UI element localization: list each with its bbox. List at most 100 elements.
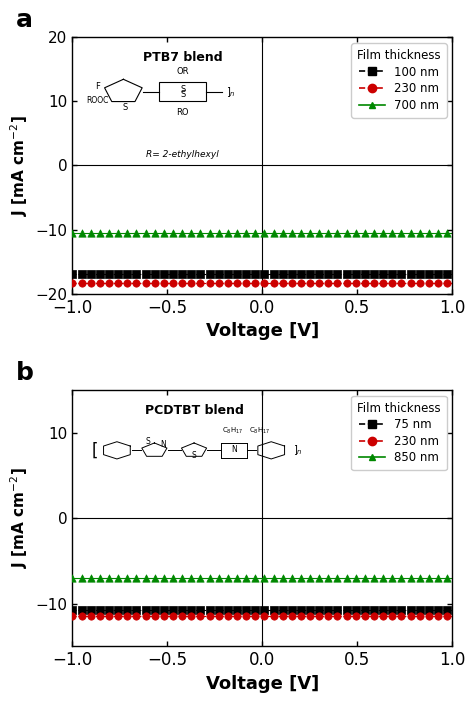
Point (114, 227, 122, 238)
Point (206, 268, 213, 280)
Point (233, 268, 241, 280)
Point (96, 572, 104, 583)
Point (443, 268, 451, 280)
Point (334, 268, 341, 280)
Point (215, 572, 222, 583)
Point (398, 611, 405, 622)
Point (288, 268, 296, 280)
Point (270, 277, 277, 288)
Point (160, 268, 168, 280)
Point (169, 605, 177, 616)
Point (279, 277, 286, 288)
Point (443, 227, 451, 238)
Point (370, 605, 378, 616)
Point (160, 611, 168, 622)
Point (379, 605, 387, 616)
Point (142, 277, 149, 288)
Point (407, 611, 414, 622)
Point (215, 227, 222, 238)
Point (370, 268, 378, 280)
Point (96, 611, 104, 622)
Point (142, 227, 149, 238)
Point (325, 611, 332, 622)
Point (434, 611, 442, 622)
Point (96, 605, 104, 616)
Point (279, 611, 286, 622)
Point (352, 268, 360, 280)
Point (416, 227, 424, 238)
Point (133, 605, 140, 616)
Point (87, 572, 94, 583)
Point (416, 268, 424, 280)
Point (160, 572, 168, 583)
Point (288, 277, 296, 288)
Point (251, 605, 259, 616)
Point (178, 605, 186, 616)
Point (187, 605, 195, 616)
Point (325, 268, 332, 280)
Point (315, 572, 323, 583)
Point (197, 268, 204, 280)
Point (206, 611, 213, 622)
Point (178, 227, 186, 238)
Point (361, 572, 369, 583)
Point (169, 572, 177, 583)
Point (178, 268, 186, 280)
Point (434, 277, 442, 288)
Point (297, 227, 305, 238)
Point (133, 227, 140, 238)
Point (389, 572, 396, 583)
Point (325, 227, 332, 238)
Point (69, 572, 76, 583)
Point (178, 277, 186, 288)
Point (142, 605, 149, 616)
Point (114, 277, 122, 288)
Point (425, 277, 433, 288)
Point (334, 611, 341, 622)
Point (133, 572, 140, 583)
Point (416, 611, 424, 622)
Point (242, 572, 250, 583)
Point (270, 605, 277, 616)
Point (187, 268, 195, 280)
Point (343, 277, 350, 288)
Point (160, 277, 168, 288)
Point (187, 572, 195, 583)
Point (434, 572, 442, 583)
Point (105, 277, 113, 288)
Point (114, 605, 122, 616)
Point (270, 572, 277, 583)
X-axis label: Voltage [V]: Voltage [V] (206, 674, 319, 693)
Point (197, 277, 204, 288)
Point (443, 277, 451, 288)
Point (306, 268, 314, 280)
Point (224, 572, 232, 583)
Point (242, 611, 250, 622)
Point (124, 227, 131, 238)
Point (78, 611, 85, 622)
Point (87, 611, 94, 622)
Point (389, 227, 396, 238)
Point (370, 572, 378, 583)
Point (315, 605, 323, 616)
Point (105, 572, 113, 583)
Point (352, 572, 360, 583)
Point (251, 277, 259, 288)
Point (261, 572, 268, 583)
Point (151, 227, 158, 238)
Point (389, 611, 396, 622)
Point (114, 268, 122, 280)
Point (251, 611, 259, 622)
Point (443, 572, 451, 583)
Point (306, 277, 314, 288)
Point (215, 605, 222, 616)
Point (443, 605, 451, 616)
Point (279, 227, 286, 238)
Point (78, 277, 85, 288)
Point (69, 268, 76, 280)
Point (288, 611, 296, 622)
Point (169, 611, 177, 622)
Point (251, 268, 259, 280)
Point (370, 277, 378, 288)
Point (352, 605, 360, 616)
